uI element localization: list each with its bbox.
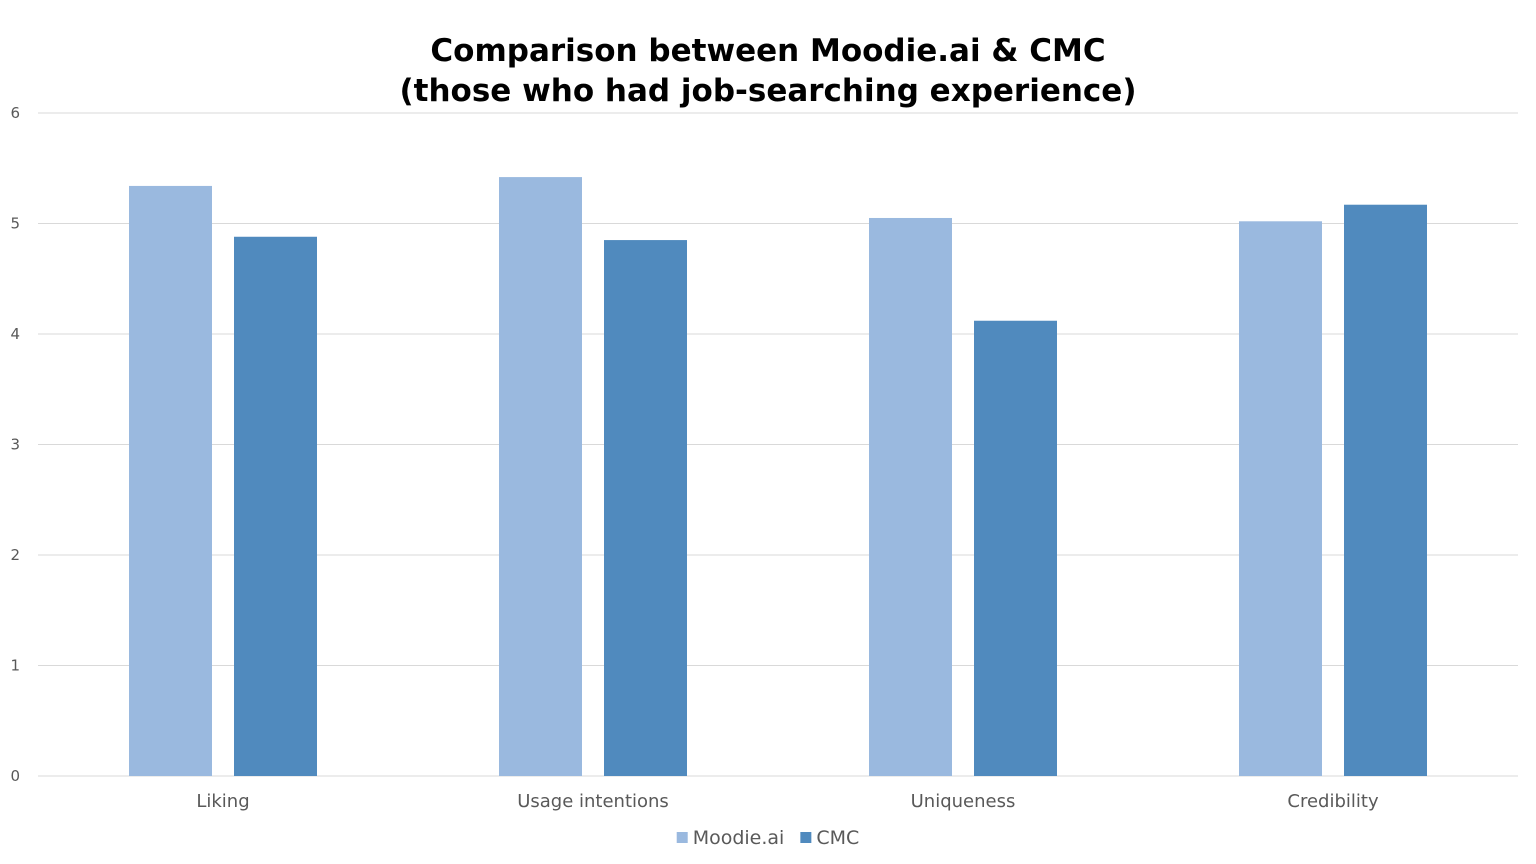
y-tick-label: 5 [10, 215, 20, 233]
legend-label-moodie-ai: Moodie.ai [693, 827, 785, 849]
y-tick-label: 2 [10, 546, 20, 564]
chart-title-line-2: (those who had job-searching experience) [400, 73, 1137, 109]
y-tick-label: 6 [10, 104, 20, 122]
chart-title-line-1: Comparison between Moodie.ai & CMC [430, 33, 1105, 69]
bar-liking-moodie-ai [129, 185, 212, 776]
x-category-label: Credibility [1287, 791, 1379, 812]
legend-swatch-moodie-ai [676, 832, 688, 843]
legend-swatch-cmc [800, 832, 812, 843]
x-category-label: Uniqueness [911, 791, 1016, 812]
y-tick-label: 1 [10, 657, 20, 675]
x-category-label: Usage intentions [517, 791, 669, 812]
legend: Moodie.ai CMC [676, 827, 859, 849]
x-category-label: Liking [196, 791, 249, 812]
y-tick-label: 4 [10, 325, 20, 343]
bar-credibility-cmc [1344, 204, 1427, 777]
y-axis-tick-labels: 0 1 2 3 4 5 6 [10, 104, 20, 785]
bar-usage-intentions-moodie-ai [499, 177, 582, 777]
bar-credibility-moodie-ai [1239, 221, 1322, 777]
bar-liking-cmc [234, 236, 317, 776]
x-axis-category-labels: Liking Usage intentions Uniqueness Credibil… [196, 791, 1379, 812]
legend-label-cmc: CMC [816, 827, 859, 849]
bars [129, 177, 1427, 777]
chart-title: Comparison between Moodie.ai & CMC (thos… [400, 33, 1137, 109]
bar-usage-intentions-cmc [604, 240, 687, 776]
y-tick-label: 0 [10, 767, 20, 785]
bar-uniqueness-moodie-ai [869, 217, 952, 777]
y-tick-label: 3 [10, 436, 20, 454]
bar-uniqueness-cmc [974, 320, 1057, 776]
